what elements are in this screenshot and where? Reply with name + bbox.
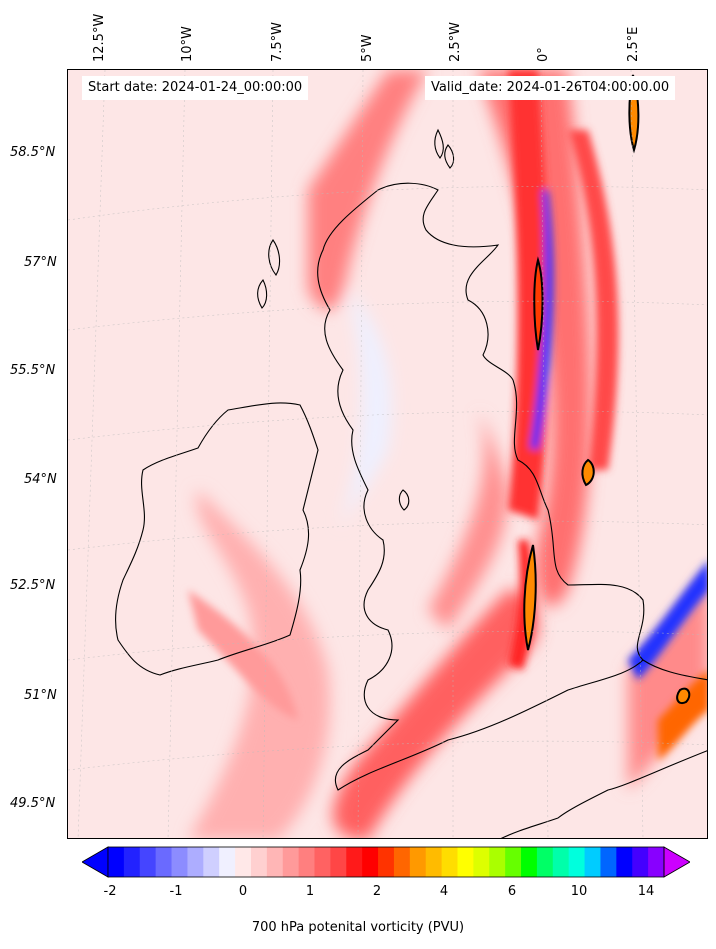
- map-plot: [67, 69, 708, 839]
- colorbar-extend-high: [663, 846, 690, 878]
- lon-label-7-5w: 7.5°W: [270, 21, 285, 62]
- colorbar-swatch: [235, 847, 252, 877]
- colorbar-swatch: [139, 847, 157, 877]
- colorbar-swatch: [441, 847, 458, 877]
- colorbar-tick-10: 10: [570, 884, 588, 899]
- start-date-label: Start date: 2024-01-24_00:00:00: [82, 76, 309, 100]
- colorbar-swatch: [648, 847, 665, 877]
- colorbar-swatch: [505, 847, 522, 877]
- colorbar-swatch: [616, 847, 633, 877]
- colorbar-swatch: [203, 847, 220, 877]
- colorbar-swatch: [123, 847, 141, 877]
- lon-label-2-5e: 2.5°E: [626, 26, 641, 62]
- lat-label-51n: 51°N: [24, 688, 57, 703]
- colorbar-swatch: [298, 847, 316, 877]
- colorbar-label: 700 hPa potenital vorticity (PVU): [251, 920, 465, 935]
- pv-shading-fine: [188, 70, 707, 760]
- colorbar-swatch: [425, 847, 443, 877]
- colorbar-tick-neg1: -1: [169, 884, 183, 899]
- colorbar-swatch: [282, 847, 300, 877]
- lat-label-58-5n: 58.5°N: [10, 145, 56, 160]
- colorbar-extend-low: [82, 846, 109, 878]
- colorbar-swatch: [362, 847, 379, 877]
- lat-label-55-5n: 55.5°N: [10, 363, 56, 378]
- colorbar-tick-1: 1: [305, 884, 315, 899]
- lat-label-52-5n: 52.5°N: [10, 578, 56, 593]
- colorbar-tick-4: 4: [439, 884, 449, 899]
- colorbar-swatch: [330, 847, 347, 877]
- pv-shading-broad: [189, 70, 707, 838]
- colorbar-swatch: [108, 847, 125, 877]
- colorbar-swatch: [632, 847, 649, 877]
- colorbar-swatch: [187, 847, 204, 877]
- colorbar-swatch: [266, 847, 284, 877]
- colorbar-swatch: [171, 847, 188, 877]
- colorbar-swatch: [489, 847, 506, 877]
- colorbar-swatch: [600, 847, 617, 877]
- colorbar-swatch: [584, 847, 601, 877]
- colorbar-swatch: [536, 847, 554, 877]
- lon-label-0: 0°: [536, 47, 551, 62]
- lat-label-54n: 54°N: [24, 472, 57, 487]
- colorbar-swatch: [552, 847, 570, 877]
- colorbar-border: [107, 846, 665, 878]
- colorbar-swatch: [155, 847, 173, 877]
- colorbar-tick-2: 2: [372, 884, 382, 899]
- colorbar-swatch: [219, 847, 236, 877]
- lon-label-5w: 5°W: [360, 34, 375, 62]
- lon-label-12-5w: 12.5°W: [92, 13, 107, 62]
- lon-label-2-5w: 2.5°W: [448, 21, 463, 62]
- lat-label-49-5n: 49.5°N: [10, 796, 56, 811]
- colorbar-swatch: [521, 847, 538, 877]
- lat-label-57n: 57°N: [24, 255, 57, 270]
- colorbar-tick-neg2: -2: [103, 884, 117, 899]
- colorbar-swatch: [314, 847, 331, 877]
- valid-date-label: Valid_date: 2024-01-26T04:00:00.00: [425, 76, 676, 100]
- colorbar-swatch: [346, 847, 363, 877]
- colorbar-swatch: [473, 847, 490, 877]
- colorbar-swatch: [378, 847, 395, 877]
- pv-field: [68, 70, 707, 838]
- colorbar-swatch: [250, 847, 268, 877]
- graticule: [68, 70, 707, 838]
- background-field: [68, 70, 707, 838]
- lon-label-10w: 10°W: [180, 26, 195, 62]
- colorbar: [82, 846, 690, 878]
- coastlines: [114, 128, 707, 838]
- colorbar-swatch: [568, 847, 586, 877]
- colorbar-swatch: [393, 847, 411, 877]
- colorbar-tick-6: 6: [507, 884, 517, 899]
- colorbar-swatch: [457, 847, 474, 877]
- colorbar-tick-14: 14: [637, 884, 655, 899]
- colorbar-tick-0: 0: [238, 884, 248, 899]
- colorbar-swatch: [409, 847, 427, 877]
